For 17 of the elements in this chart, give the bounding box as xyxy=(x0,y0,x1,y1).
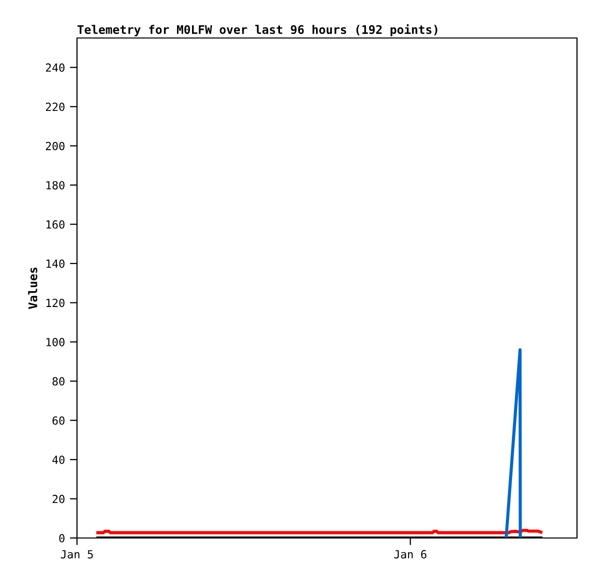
y-tick-label: 160 xyxy=(46,220,64,229)
y-tick-label: 100 xyxy=(46,338,64,346)
y-tick-label: 200 xyxy=(46,142,64,150)
x-tick-label: Jan 5 xyxy=(60,550,93,558)
y-tick-label: 120 xyxy=(46,298,64,308)
y-tick-label: 220 xyxy=(46,102,64,112)
y-axis-title: Values xyxy=(28,268,38,309)
x-tick-label: Jan 6 xyxy=(394,550,426,558)
y-tick-label: 240 xyxy=(46,63,64,72)
y-tick-label: 140 xyxy=(46,259,64,268)
y-tick-label: 0 xyxy=(59,534,64,542)
y-tick-label: 20 xyxy=(52,494,64,504)
y-tick-label: 60 xyxy=(52,416,64,425)
y-tick-label: 40 xyxy=(52,456,64,464)
y-tick-label: 180 xyxy=(46,181,64,190)
y-tick-label: 80 xyxy=(52,377,64,386)
chart-title: Telemetry for M0LFW over last 96 hours (192 points) xyxy=(78,24,438,36)
